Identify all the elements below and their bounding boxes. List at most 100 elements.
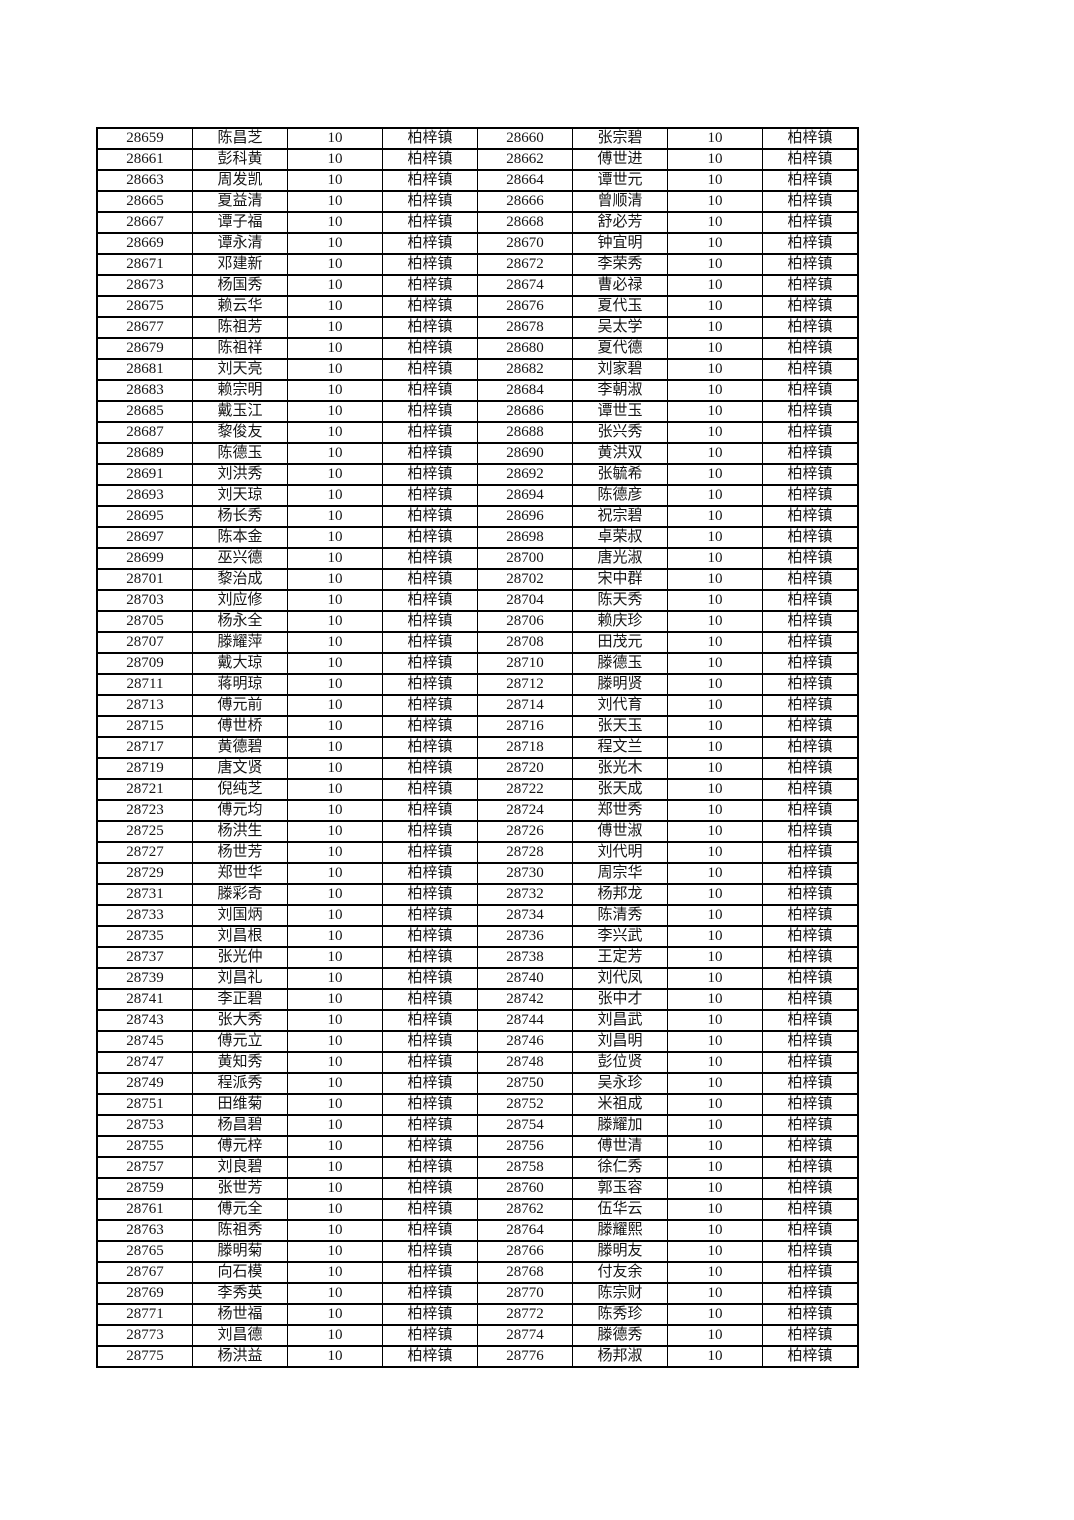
table-row: 28665 夏益清 10 柏梓镇 28666 曾顺清 10 柏梓镇 <box>96 190 859 213</box>
id-cell: 28740 <box>477 967 573 990</box>
value-cell: 10 <box>667 505 763 528</box>
name-cell: 彭科黄 <box>192 148 288 171</box>
table-row: 28757 刘良碧 10 柏梓镇 28758 徐仁秀 10 柏梓镇 <box>96 1156 859 1179</box>
id-cell: 28756 <box>477 1135 573 1158</box>
id-cell: 28692 <box>477 463 573 486</box>
id-cell: 28698 <box>477 526 573 549</box>
id-cell: 28763 <box>96 1219 193 1242</box>
value-cell: 10 <box>667 379 763 402</box>
town-cell: 柏梓镇 <box>762 421 859 444</box>
id-cell: 28751 <box>96 1093 193 1116</box>
name-cell: 陈祖祥 <box>192 337 288 360</box>
name-cell: 陈宗财 <box>572 1282 668 1305</box>
value-cell: 10 <box>287 862 383 885</box>
id-cell: 28686 <box>477 400 573 423</box>
id-cell: 28717 <box>96 736 193 759</box>
town-cell: 柏梓镇 <box>382 799 478 822</box>
name-cell: 唐光淑 <box>572 547 668 570</box>
table-row: 28669 谭永清 10 柏梓镇 28670 钟宜明 10 柏梓镇 <box>96 232 859 255</box>
name-cell: 刘昌德 <box>192 1324 288 1347</box>
town-cell: 柏梓镇 <box>762 568 859 591</box>
name-cell: 杨国秀 <box>192 274 288 297</box>
name-cell: 向石模 <box>192 1261 288 1284</box>
name-cell: 程派秀 <box>192 1072 288 1095</box>
value-cell: 10 <box>667 526 763 549</box>
id-cell: 28746 <box>477 1030 573 1053</box>
table-row: 28771 杨世福 10 柏梓镇 28772 陈秀珍 10 柏梓镇 <box>96 1303 859 1326</box>
table-row: 28725 杨洪生 10 柏梓镇 28726 傅世淑 10 柏梓镇 <box>96 820 859 843</box>
town-cell: 柏梓镇 <box>382 274 478 297</box>
id-cell: 28681 <box>96 358 193 381</box>
town-cell: 柏梓镇 <box>762 316 859 339</box>
value-cell: 10 <box>287 1072 383 1095</box>
id-cell: 28767 <box>96 1261 193 1284</box>
value-cell: 10 <box>667 1345 763 1368</box>
name-cell: 杨昌碧 <box>192 1114 288 1137</box>
name-cell: 傅世桥 <box>192 715 288 738</box>
value-cell: 10 <box>667 421 763 444</box>
table-row: 28677 陈祖芳 10 柏梓镇 28678 吴太学 10 柏梓镇 <box>96 316 859 339</box>
table-row: 28743 张大秀 10 柏梓镇 28744 刘昌武 10 柏梓镇 <box>96 1009 859 1032</box>
name-cell: 杨邦淑 <box>572 1345 668 1368</box>
value-cell: 10 <box>287 295 383 318</box>
town-cell: 柏梓镇 <box>762 904 859 927</box>
town-cell: 柏梓镇 <box>382 1072 478 1095</box>
value-cell: 10 <box>667 988 763 1011</box>
id-cell: 28745 <box>96 1030 193 1053</box>
table-row: 28687 黎俊友 10 柏梓镇 28688 张兴秀 10 柏梓镇 <box>96 421 859 444</box>
value-cell: 10 <box>667 673 763 696</box>
name-cell: 李朝淑 <box>572 379 668 402</box>
name-cell: 杨世福 <box>192 1303 288 1326</box>
table-row: 28737 张光仲 10 柏梓镇 28738 王定芳 10 柏梓镇 <box>96 946 859 969</box>
name-cell: 付友余 <box>572 1261 668 1284</box>
name-cell: 钟宜明 <box>572 232 668 255</box>
name-cell: 滕彩奇 <box>192 883 288 906</box>
name-cell: 赖庆珍 <box>572 610 668 633</box>
table-row: 28749 程派秀 10 柏梓镇 28750 吴永珍 10 柏梓镇 <box>96 1072 859 1095</box>
name-cell: 黄德碧 <box>192 736 288 759</box>
name-cell: 吴太学 <box>572 316 668 339</box>
town-cell: 柏梓镇 <box>762 1114 859 1137</box>
table-row: 28673 杨国秀 10 柏梓镇 28674 曹必禄 10 柏梓镇 <box>96 274 859 297</box>
name-cell: 陈秀珍 <box>572 1303 668 1326</box>
id-cell: 28721 <box>96 778 193 801</box>
id-cell: 28670 <box>477 232 573 255</box>
id-cell: 28755 <box>96 1135 193 1158</box>
id-cell: 28709 <box>96 652 193 675</box>
town-cell: 柏梓镇 <box>762 673 859 696</box>
town-cell: 柏梓镇 <box>762 841 859 864</box>
value-cell: 10 <box>667 1009 763 1032</box>
name-cell: 张大秀 <box>192 1009 288 1032</box>
town-cell: 柏梓镇 <box>762 1324 859 1347</box>
value-cell: 10 <box>287 421 383 444</box>
value-cell: 10 <box>667 610 763 633</box>
name-cell: 刘代明 <box>572 841 668 864</box>
table-row: 28763 陈祖秀 10 柏梓镇 28764 滕耀熙 10 柏梓镇 <box>96 1219 859 1242</box>
value-cell: 10 <box>667 169 763 192</box>
id-cell: 28725 <box>96 820 193 843</box>
town-cell: 柏梓镇 <box>762 484 859 507</box>
value-cell: 10 <box>667 820 763 843</box>
value-cell: 10 <box>287 694 383 717</box>
name-cell: 张天成 <box>572 778 668 801</box>
table-row: 28681 刘天亮 10 柏梓镇 28682 刘家碧 10 柏梓镇 <box>96 358 859 381</box>
town-cell: 柏梓镇 <box>382 337 478 360</box>
name-cell: 陈德玉 <box>192 442 288 465</box>
town-cell: 柏梓镇 <box>762 736 859 759</box>
name-cell: 祝宗碧 <box>572 505 668 528</box>
town-cell: 柏梓镇 <box>762 1177 859 1200</box>
id-cell: 28669 <box>96 232 193 255</box>
value-cell: 10 <box>287 1345 383 1368</box>
name-cell: 舒必芳 <box>572 211 668 234</box>
id-cell: 28749 <box>96 1072 193 1095</box>
id-cell: 28766 <box>477 1240 573 1263</box>
name-cell: 黄知秀 <box>192 1051 288 1074</box>
table-row: 28667 谭子福 10 柏梓镇 28668 舒必芳 10 柏梓镇 <box>96 211 859 234</box>
town-cell: 柏梓镇 <box>762 1345 859 1368</box>
id-cell: 28697 <box>96 526 193 549</box>
id-cell: 28727 <box>96 841 193 864</box>
name-cell: 曹必禄 <box>572 274 668 297</box>
value-cell: 10 <box>667 631 763 654</box>
value-cell: 10 <box>667 547 763 570</box>
town-cell: 柏梓镇 <box>382 463 478 486</box>
